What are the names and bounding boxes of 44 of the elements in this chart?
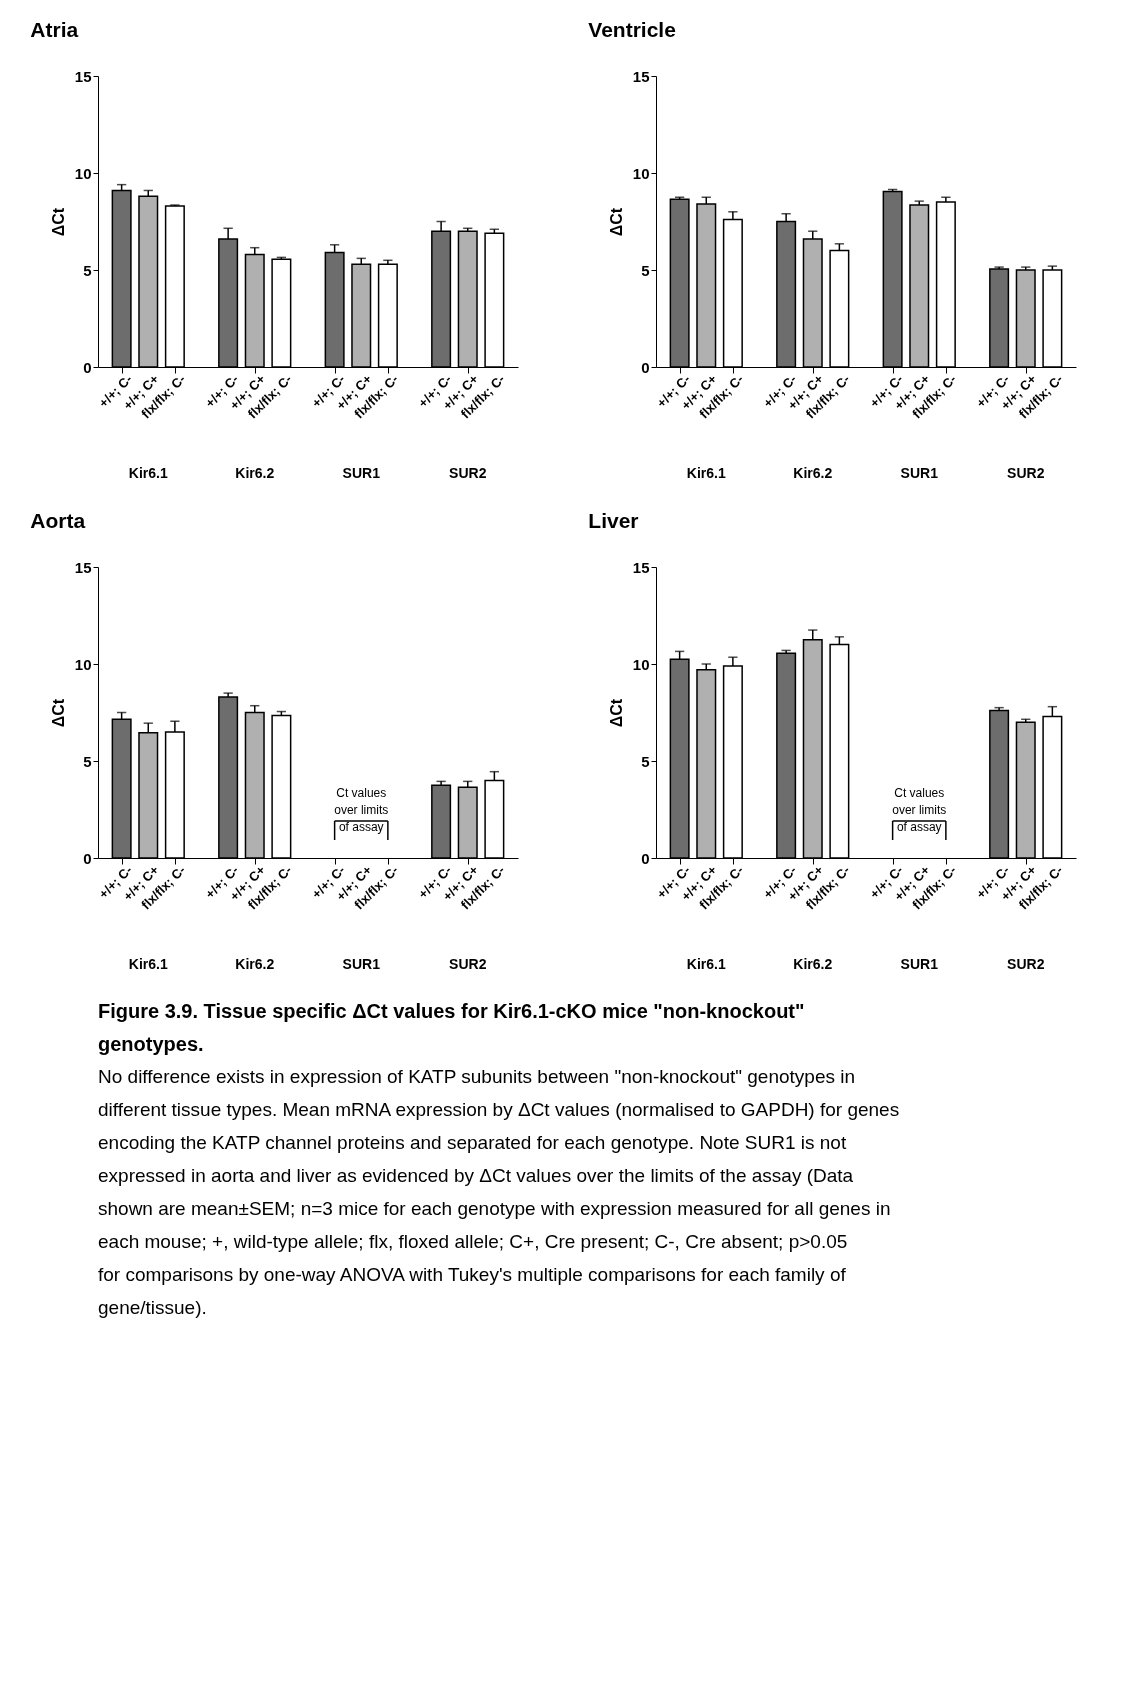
y-tick-label: 0 — [83, 358, 92, 376]
x-tick-label: Kir6.1 — [128, 956, 168, 972]
x-tick-label: SUR1 — [900, 956, 939, 972]
y-tick-label: 5 — [83, 261, 92, 279]
chart-title: Aorta — [30, 509, 86, 532]
y-tick-label: 0 — [641, 849, 650, 867]
y-axis-title: ΔCt — [49, 207, 67, 237]
x-tick-label: Kir6.1 — [128, 465, 168, 481]
y-tick-label: 0 — [83, 849, 92, 867]
text: No difference exists in expression of KATP subunits between "non-knockout" genotypes in different tissue types. Mean mRNA expression by ΔCt values (normalised to GAPDH) for genes encoding the KATP channel proteins and separated for each genotype. Note SUR1 is not expressed in aorta and liver as evidenced by ΔCt values over the limits of the assay (Data shown are mean±SEM; n=3 mice for each genotype with expression measured for all genes in each mouse; +, wild-type allele; flx, floxed allele; C+, Cre present; C-, Cre absent; p>0.05 for comparisons by one-way ANOVA with Tukey's multiple comparisons for each family of gene/tissue). — [98, 1066, 900, 1318]
y-tick-label: 15 — [632, 558, 650, 576]
y-tick-label: 5 — [641, 261, 650, 279]
y-tick-label: 10 — [74, 655, 92, 673]
y-tick-label: 10 — [632, 164, 650, 182]
y-axis-title: ΔCt — [49, 698, 67, 728]
y-axis-title: ΔCt — [607, 207, 625, 237]
x-tick-label: SUR1 — [900, 465, 939, 481]
x-tick-label: Kir6.1 — [686, 465, 726, 481]
x-tick-label: SUR2 — [1007, 465, 1045, 481]
text: Figure 3.9. Tissue specific ΔCt values for Kir6.1-cKO mice "non-knockout" genotypes. — [98, 1000, 805, 1055]
y-tick-label: 5 — [641, 752, 650, 770]
x-tick-label: SUR2 — [449, 465, 487, 481]
chart-title: Atria — [30, 18, 79, 41]
y-tick-label: 10 — [632, 655, 650, 673]
x-tick-label: Kir6.2 — [793, 465, 833, 481]
chart-title: Liver — [588, 509, 639, 532]
chart-title: Ventricle — [588, 18, 676, 41]
x-tick-label: Kir6.2 — [235, 956, 275, 972]
x-tick-label: SUR1 — [342, 465, 381, 481]
annotation: Ct values over limits of assay — [892, 786, 947, 834]
y-tick-label: 15 — [632, 67, 650, 85]
x-tick-label: Kir6.2 — [793, 956, 833, 972]
y-axis-title: ΔCt — [607, 698, 625, 728]
y-tick-label: 0 — [641, 358, 650, 376]
annotation: Ct values over limits of assay — [334, 786, 389, 834]
x-tick-label: Kir6.1 — [686, 956, 726, 972]
y-tick-label: 5 — [83, 752, 92, 770]
y-tick-label: 10 — [74, 164, 92, 182]
x-tick-label: SUR1 — [342, 956, 381, 972]
x-tick-label: SUR2 — [449, 956, 487, 972]
y-tick-label: 15 — [74, 558, 92, 576]
y-tick-label: 15 — [74, 67, 92, 85]
x-tick-label: SUR2 — [1007, 956, 1045, 972]
x-tick-label: Kir6.2 — [235, 465, 275, 481]
